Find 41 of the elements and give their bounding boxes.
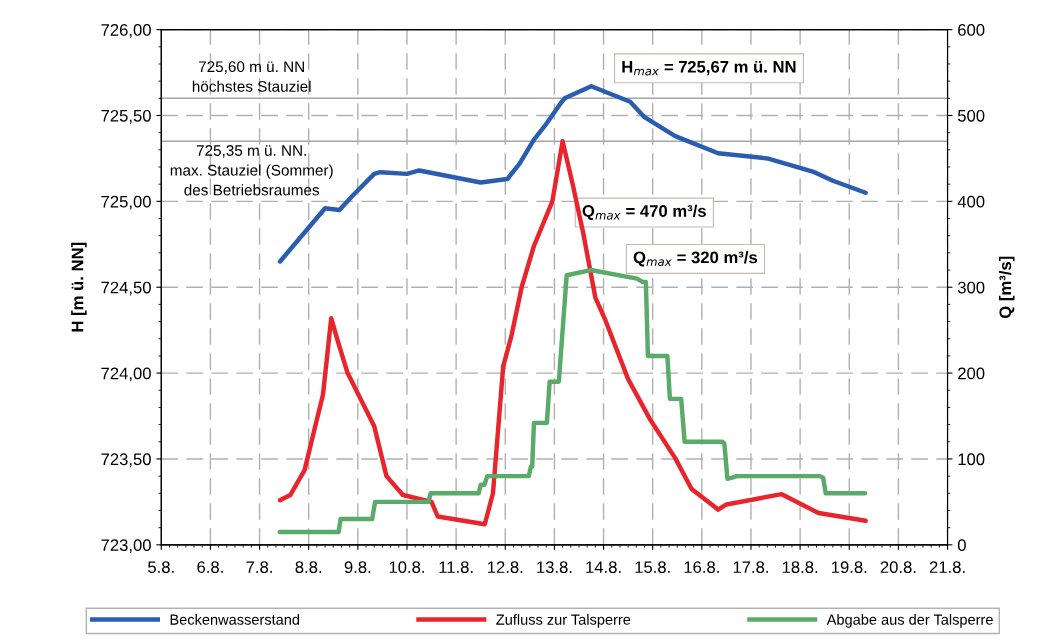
x-tick-label: 11.8. (439, 561, 473, 574)
x-tick-label: 16.8. (684, 561, 719, 574)
y2-tick-label: 0 (957, 539, 966, 552)
x-tick-label: 12.8. (488, 561, 523, 574)
legend-label: Beckenwasserstand (170, 614, 300, 625)
x-tick-label: 17.8. (733, 561, 768, 574)
y2-tick-label: 500 (957, 109, 985, 122)
y-tick-label: 723,50 (101, 453, 151, 468)
y2-tick-label: 400 (957, 195, 985, 208)
x-tick-label: 7.8. (246, 561, 272, 574)
x-tick-label: 19.8. (832, 561, 867, 574)
x-tick-label: 20.8. (880, 561, 916, 574)
legend-label: Zufluss zur Talsperre (496, 614, 631, 628)
x-tick-label: 13.8. (537, 561, 572, 574)
x-tick-label: 21.8. (929, 561, 965, 574)
x-tick-label: 5.8. (148, 561, 174, 574)
y2-tick-label: 600 (958, 24, 985, 36)
y2-tick-label: 300 (957, 281, 985, 294)
annotation: Q$_{max}$ = 470 m³/s (582, 204, 706, 221)
y-tick-label: 725,50 (101, 109, 151, 124)
x-tick-label: 10.8. (389, 561, 424, 574)
legend-label: Abgabe aus der Talsperre (826, 614, 993, 628)
y-tick-label: 724,00 (101, 367, 151, 382)
y2-tick-label: 200 (958, 367, 985, 380)
annotation: H$_{max}$ = 725,67 m ü. NN (622, 60, 796, 76)
ref-line-label: 725,35 m ü. NN. max. Stauziel (Sommer) des Betriebsraumes (170, 145, 333, 196)
y-tick-label: 723,00 (101, 539, 151, 553)
annotation: Q$_{max}$ = 320 m³/s (633, 251, 758, 267)
y2-axis-title: Q [m³/s] (998, 256, 1015, 319)
x-tick-label: 14.8. (586, 561, 621, 574)
y-tick-label: 726,00 (101, 24, 151, 38)
x-tick-label: 9.8. (344, 561, 371, 574)
x-tick-label: 8.8. (295, 561, 322, 574)
x-tick-label: 15.8. (635, 561, 670, 574)
x-tick-label: 6.8. (197, 561, 223, 574)
x-tick-label: 18.8. (782, 561, 818, 574)
y-tick-label: 724,50 (101, 281, 151, 296)
y-axis-title: H [m ü. NN] (71, 242, 87, 332)
ref-line-label: 725,60 m ü. NN höchstes Stauziel (192, 61, 311, 92)
y-tick-label: 725,00 (101, 195, 151, 210)
y2-tick-label: 100 (958, 453, 985, 466)
